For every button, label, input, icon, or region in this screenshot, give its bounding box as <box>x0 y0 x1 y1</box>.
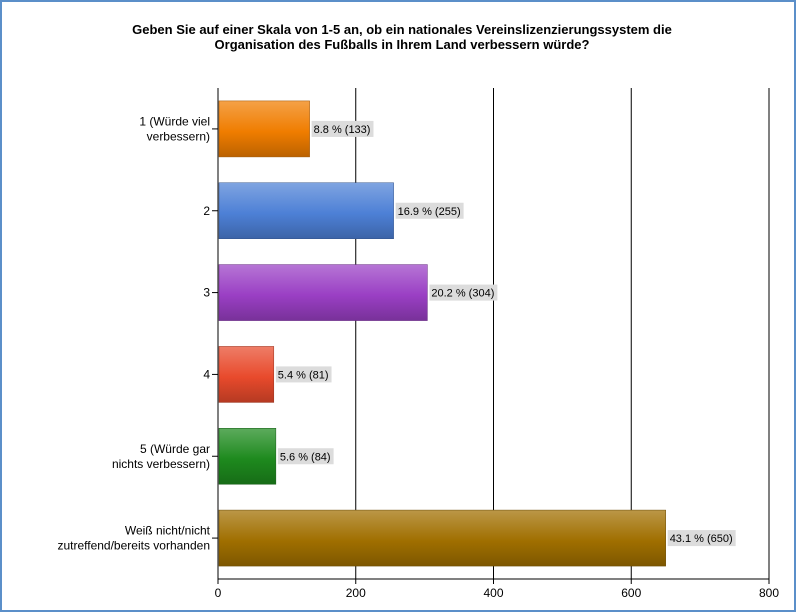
data-label-background <box>277 448 334 465</box>
data-label: 5.4 % (81) <box>278 369 329 381</box>
data-label-background <box>311 120 374 137</box>
data-label-background <box>667 530 736 547</box>
x-tick-label: 400 <box>483 586 503 600</box>
category-label: nichts verbessern) <box>112 457 210 471</box>
category-label: zutreffend/bereits vorhanden <box>57 539 210 553</box>
bar <box>218 182 394 239</box>
category-label: 3 <box>203 286 210 300</box>
data-label: 43.1 % (650) <box>670 533 733 545</box>
chart-title: Geben Sie auf einer Skala von 1-5 an, ob… <box>42 22 762 52</box>
category-label: verbessern) <box>147 129 210 143</box>
category-label: 1 (Würde viel <box>139 114 210 128</box>
category-label: Weiß nicht/nicht <box>125 524 211 538</box>
bar <box>218 346 275 403</box>
bar <box>218 428 277 485</box>
category-label: 2 <box>203 204 210 218</box>
chart-title-line-1: Geben Sie auf einer Skala von 1-5 an, ob… <box>132 22 672 37</box>
data-label: 16.9 % (255) <box>398 206 461 218</box>
bar <box>218 264 428 321</box>
data-label: 8.8 % (133) <box>314 124 371 136</box>
x-tick-label: 800 <box>759 586 779 600</box>
data-label-background <box>275 366 332 383</box>
category-label: 5 (Würde gar <box>140 442 210 456</box>
x-tick-label: 600 <box>621 586 641 600</box>
chart-title-line-2: Organisation des Fußballs in Ihrem Land … <box>214 37 590 52</box>
category-label: 4 <box>203 367 210 381</box>
data-label-background <box>395 202 464 219</box>
x-tick-label: 0 <box>215 586 222 600</box>
data-label: 20.2 % (304) <box>431 288 494 300</box>
data-label-background <box>429 284 498 301</box>
bar <box>218 100 310 158</box>
x-tick-label: 200 <box>346 586 366 600</box>
bar <box>218 509 666 567</box>
data-label: 5.6 % (84) <box>280 451 331 463</box>
